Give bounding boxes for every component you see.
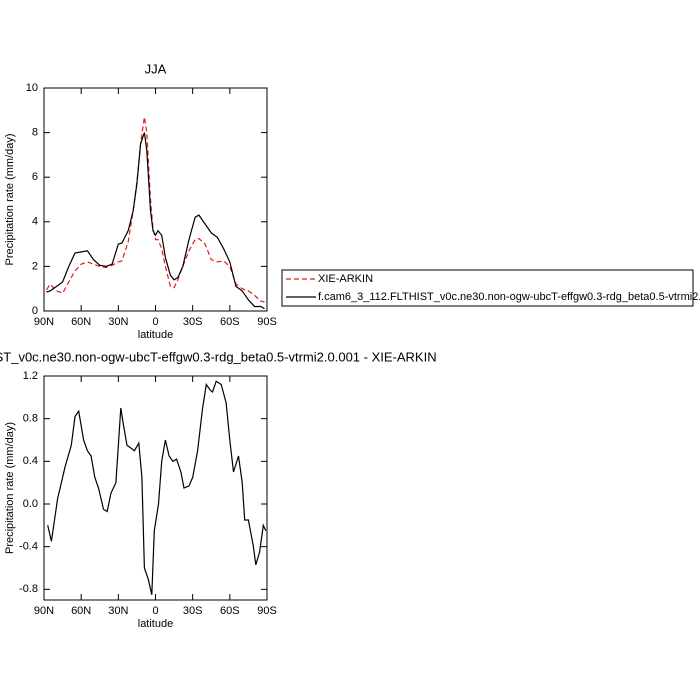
y-tick-label: 10 [26,82,38,94]
legend-label: f.cam6_3_112.FLTHIST_v0c.ne30.non-ogw-ub… [318,291,700,303]
y-axis-label: Precipitation rate (mm/day) [4,133,16,265]
y-tick-label: 2 [32,260,38,272]
x-tick-label: 60N [71,605,91,617]
y-tick-label: 0.4 [23,455,38,467]
x-tick-label: 90N [34,605,54,617]
x-tick-label: 30S [183,605,203,617]
data-line [46,132,265,310]
legend-box [281,269,694,307]
x-tick-label: 90S [257,605,277,617]
x-axis-label: latitude [138,618,173,630]
legend-label: XIE-ARKIN [318,273,373,285]
y-tick-label: 0.0 [23,498,38,510]
x-tick-label: 0 [152,316,158,328]
x-tick-label: 30N [108,316,128,328]
y-tick-label: -0.8 [19,583,38,595]
x-tick-label: 0 [152,605,158,617]
x-tick-label: 30S [183,316,203,328]
chart-title: JJA [145,61,167,76]
y-tick-label: 0 [32,305,38,317]
y-tick-label: 8 [32,127,38,139]
y-tick-label: 1.2 [23,370,38,382]
y-axis-label: Precipitation rate (mm/day) [4,422,16,554]
plot-frame [43,375,268,601]
y-tick-label: 4 [32,216,38,228]
data-line [47,380,267,595]
y-tick-label: 6 [32,171,38,183]
data-line [45,116,265,303]
y-tick-label: 0.8 [23,413,38,425]
chart-title: f.cam6_3_112.FLTHIST_v0c.ne30.non-ogw-ub… [0,349,437,364]
x-tick-label: 90N [34,316,54,328]
x-tick-label: 60S [220,316,240,328]
x-tick-label: 60N [71,316,91,328]
x-tick-label: 60S [220,605,240,617]
y-tick-label: -0.4 [19,541,38,553]
x-tick-label: 90S [257,316,277,328]
x-tick-label: 30N [108,605,128,617]
x-axis-label: latitude [138,329,173,341]
